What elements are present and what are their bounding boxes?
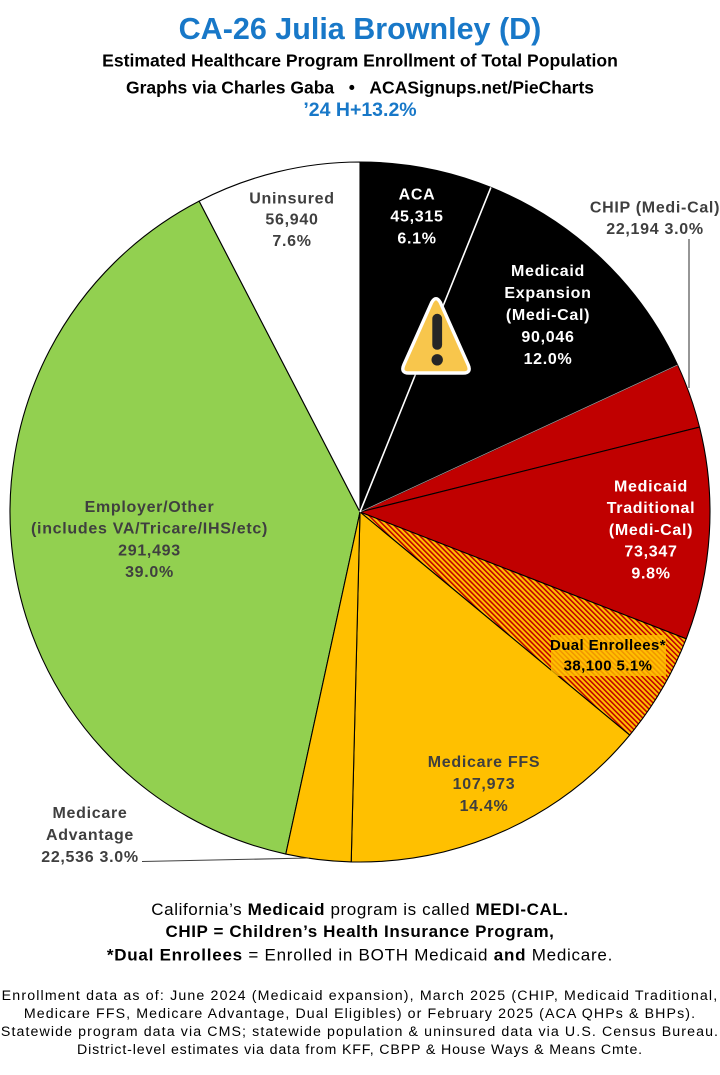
svg-text:Enrollment data as of: June 20: Enrollment data as of: June 2024 (Medica… [2,988,719,1004]
svg-text:Medicare FFS, Medicare Advanta: Medicare FFS, Medicare Advantage, Dual E… [24,1006,696,1022]
svg-text:CA-26 Julia Brownley (D): CA-26 Julia Brownley (D) [179,12,542,46]
svg-text:14.4%: 14.4% [460,798,509,815]
svg-text:Medicare FFS: Medicare FFS [428,754,540,771]
svg-text:9.8%: 9.8% [631,565,670,582]
svg-text:291,493: 291,493 [118,543,181,560]
svg-text:Employer/Other: Employer/Other [85,499,215,516]
svg-text:38,100 5.1%: 38,100 5.1% [564,658,653,675]
svg-text:CHIP = Children’s Health Insur: CHIP = Children’s Health Insurance Progr… [165,922,554,941]
svg-text:12.0%: 12.0% [524,351,573,368]
svg-text:22,194 3.0%: 22,194 3.0% [606,221,704,238]
svg-text:Estimated Healthcare Program E: Estimated Healthcare Program Enrollment … [102,51,618,71]
svg-text:107,973: 107,973 [453,776,516,793]
svg-text:Advantage: Advantage [46,827,134,844]
svg-text:Traditional: Traditional [607,500,696,517]
svg-text:ACA: ACA [399,187,436,204]
svg-text:Uninsured: Uninsured [249,190,334,207]
svg-text:CHIP (Medi-Cal): CHIP (Medi-Cal) [590,200,720,217]
svg-text:California’s Medicaid program: California’s Medicaid program is called … [151,900,568,919]
svg-text:7.6%: 7.6% [272,233,311,250]
svg-text:22,536 3.0%: 22,536 3.0% [41,849,139,866]
svg-text:(includes VA/Tricare/IHS/etc): (includes VA/Tricare/IHS/etc) [31,521,268,538]
svg-text:Dual Enrollees*: Dual Enrollees* [550,637,666,654]
svg-text:90,046: 90,046 [521,329,574,346]
svg-text:6.1%: 6.1% [397,231,436,248]
svg-text:(Medi-Cal): (Medi-Cal) [609,522,693,539]
svg-text:District-level estimates via d: District-level estimates via data from K… [77,1042,643,1058]
svg-text:Statewide program data via CMS: Statewide program data via CMS; statewid… [1,1024,719,1040]
svg-text:(Medi-Cal): (Medi-Cal) [506,307,590,324]
svg-text:*Dual Enrollees = Enrolled in: *Dual Enrollees = Enrolled in BOTH Medic… [107,945,613,964]
svg-text:45,315: 45,315 [390,209,443,226]
svg-text:Graphs via Charles Gaba •: Graphs via Charles Gaba • ACASignups.net… [126,78,594,98]
svg-text:Expansion: Expansion [504,285,591,302]
svg-text:56,940: 56,940 [265,212,318,229]
svg-text:39.0%: 39.0% [125,564,174,581]
svg-text:73,347: 73,347 [624,544,677,561]
svg-text:’24 H+13.2%: ’24 H+13.2% [303,99,416,121]
svg-text:Medicaid: Medicaid [511,263,585,280]
svg-text:Medicaid: Medicaid [614,479,688,496]
svg-text:Medicare: Medicare [53,805,128,822]
